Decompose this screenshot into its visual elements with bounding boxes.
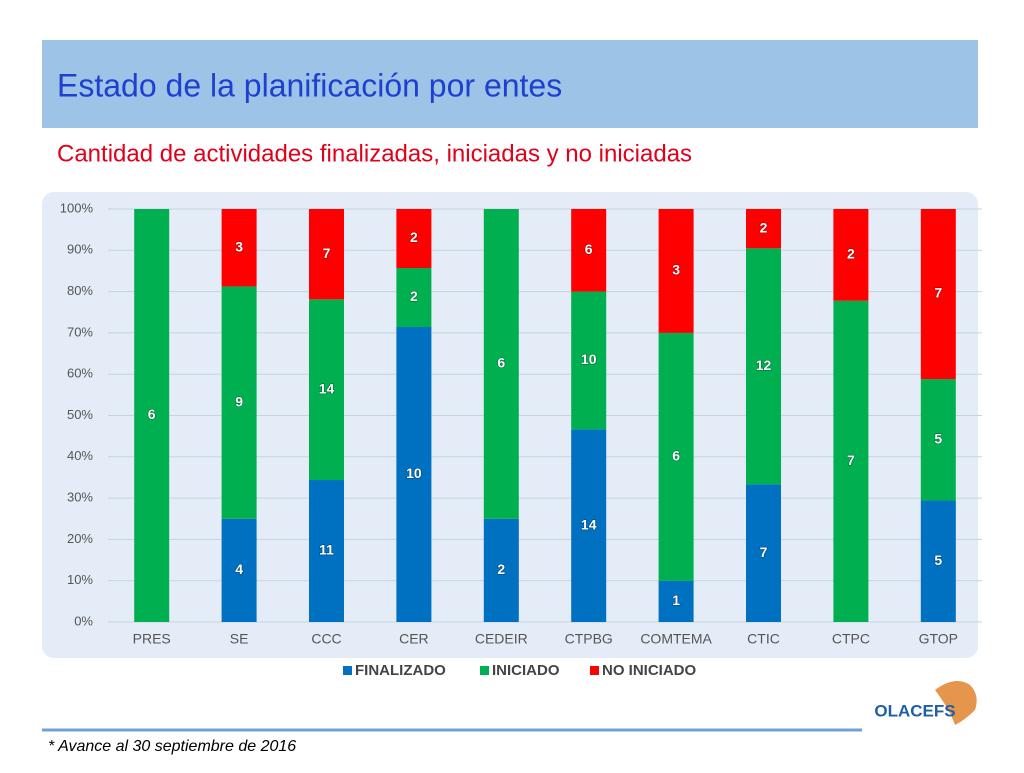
data-label: 2 xyxy=(497,561,505,577)
bar-segment xyxy=(221,518,257,622)
bar-segment xyxy=(658,332,694,581)
bar-segment xyxy=(920,379,956,501)
data-label: 4 xyxy=(235,561,243,577)
data-label: 6 xyxy=(148,406,156,422)
bar-segment xyxy=(920,500,956,622)
data-label: 11 xyxy=(319,542,334,558)
bar-segment xyxy=(746,209,781,249)
data-label: 6 xyxy=(672,448,680,464)
bar-segment xyxy=(483,209,519,519)
subtitle: Cantidad de actividades finalizadas, ini… xyxy=(57,140,692,167)
bar-segment xyxy=(571,291,607,430)
y-tick-label: 70% xyxy=(67,324,93,339)
x-tick-label: PRES xyxy=(133,631,171,647)
bar-segment xyxy=(746,248,781,485)
data-label: 2 xyxy=(410,288,418,304)
legend-swatch xyxy=(343,666,352,675)
y-tick-label: 90% xyxy=(67,242,93,257)
data-label: 1 xyxy=(672,592,680,608)
data-label: 5 xyxy=(934,552,942,568)
y-tick-label: 60% xyxy=(67,366,93,381)
x-tick-label: CCC xyxy=(311,631,341,647)
logo-text: OLACEFS xyxy=(874,701,955,720)
bar-segment xyxy=(309,299,344,481)
data-label: 7 xyxy=(934,285,942,301)
title-band xyxy=(42,40,978,128)
data-label: 3 xyxy=(235,238,243,254)
data-label: 2 xyxy=(410,229,418,245)
bar-segment xyxy=(746,484,781,622)
x-tick-label: CTPBG xyxy=(565,631,613,647)
legend-label: INICIADO xyxy=(492,662,560,679)
data-label: 7 xyxy=(760,544,768,560)
x-tick-label: GTOP xyxy=(919,631,958,647)
x-tick-label: COMTEMA xyxy=(640,631,712,647)
footnote: * Avance al 30 septiembre de 2016 xyxy=(48,738,296,755)
logo-shape xyxy=(935,681,977,725)
bar-segment xyxy=(920,209,956,380)
data-label: 14 xyxy=(319,380,335,396)
data-label: 14 xyxy=(581,516,597,532)
data-label: 6 xyxy=(497,355,505,371)
bar-segment xyxy=(396,327,432,622)
bar-segment xyxy=(571,429,607,622)
data-label: 2 xyxy=(760,219,768,235)
data-label: 10 xyxy=(581,351,597,367)
bar-segment xyxy=(221,209,257,287)
y-tick-label: 10% xyxy=(67,572,93,587)
bar-segment xyxy=(833,300,869,622)
legend-label: FINALIZADO xyxy=(355,662,446,679)
data-label: 2 xyxy=(847,246,855,262)
title: Estado de la planificación por entes xyxy=(57,67,562,103)
data-label: 7 xyxy=(323,245,331,261)
bar-segment xyxy=(658,209,694,333)
data-label: 12 xyxy=(756,357,772,373)
y-tick-label: 30% xyxy=(67,490,93,505)
bar-segment xyxy=(571,209,607,292)
y-tick-label: 80% xyxy=(67,283,93,298)
y-tick-label: 0% xyxy=(74,613,93,628)
data-label: 7 xyxy=(847,452,855,468)
y-tick-label: 50% xyxy=(67,407,93,422)
data-label: 3 xyxy=(672,262,680,278)
bar-segment xyxy=(396,209,432,268)
x-tick-label: CER xyxy=(399,631,429,647)
bar-segment xyxy=(221,286,257,519)
x-tick-label: CTIC xyxy=(747,631,780,647)
data-label: 6 xyxy=(585,241,593,257)
x-tick-label: SE xyxy=(230,631,249,647)
bar-segment xyxy=(309,209,344,300)
x-tick-label: CEDEIR xyxy=(475,631,528,647)
bar-segment xyxy=(833,209,869,301)
data-label: 9 xyxy=(235,393,243,409)
bar-segment xyxy=(396,268,432,327)
data-label: 10 xyxy=(406,465,422,481)
legend-label: NO INICIADO xyxy=(602,662,697,679)
bar-segment xyxy=(483,518,519,622)
x-tick-label: CTPC xyxy=(832,631,870,647)
y-tick-label: 20% xyxy=(67,531,93,546)
bar-segment xyxy=(658,580,694,622)
y-tick-label: 40% xyxy=(67,448,93,463)
bar-segment xyxy=(309,480,344,622)
legend-swatch xyxy=(480,666,489,675)
legend-swatch xyxy=(590,666,599,675)
y-tick-label: 100% xyxy=(60,200,94,215)
bar-segment xyxy=(134,209,170,622)
data-label: 5 xyxy=(934,430,942,446)
